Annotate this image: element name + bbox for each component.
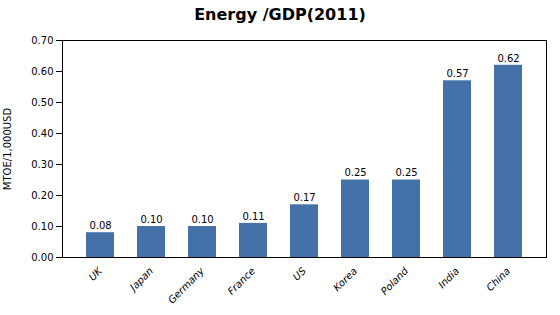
svg-text:0.62: 0.62: [497, 53, 519, 64]
svg-text:0.17: 0.17: [293, 192, 315, 203]
svg-text:MTOE/1,000USD: MTOE/1,000USD: [2, 108, 13, 191]
svg-text:France: France: [225, 265, 257, 297]
svg-text:Japan: Japan: [126, 265, 155, 294]
svg-text:0.10: 0.10: [191, 214, 213, 225]
svg-text:0.30: 0.30: [31, 159, 53, 170]
svg-text:0.08: 0.08: [89, 220, 111, 231]
svg-text:Poland: Poland: [379, 265, 411, 297]
svg-text:0.25: 0.25: [344, 167, 366, 178]
svg-text:0.25: 0.25: [395, 167, 417, 178]
svg-text:Germany: Germany: [166, 264, 207, 305]
svg-text:0.70: 0.70: [31, 35, 53, 46]
svg-text:India: India: [436, 265, 461, 290]
svg-text:0.57: 0.57: [446, 68, 468, 79]
svg-text:0.50: 0.50: [31, 97, 53, 108]
svg-text:0.20: 0.20: [31, 190, 53, 201]
html-text:Energy /GDP(2011): Energy /GDP(2011): [194, 5, 366, 24]
svg-text:US: US: [291, 265, 309, 283]
svg-text:0.10: 0.10: [140, 214, 162, 225]
svg-text:0.11: 0.11: [242, 211, 264, 222]
svg-text:UK: UK: [87, 264, 106, 283]
svg-text:0.40: 0.40: [31, 128, 53, 139]
svg-text:Korea: Korea: [331, 265, 359, 293]
svg-text:China: China: [484, 265, 512, 293]
svg-text:0.60: 0.60: [31, 66, 53, 77]
svg-text:0.10: 0.10: [31, 221, 53, 232]
svg-text:0.00: 0.00: [31, 252, 53, 263]
